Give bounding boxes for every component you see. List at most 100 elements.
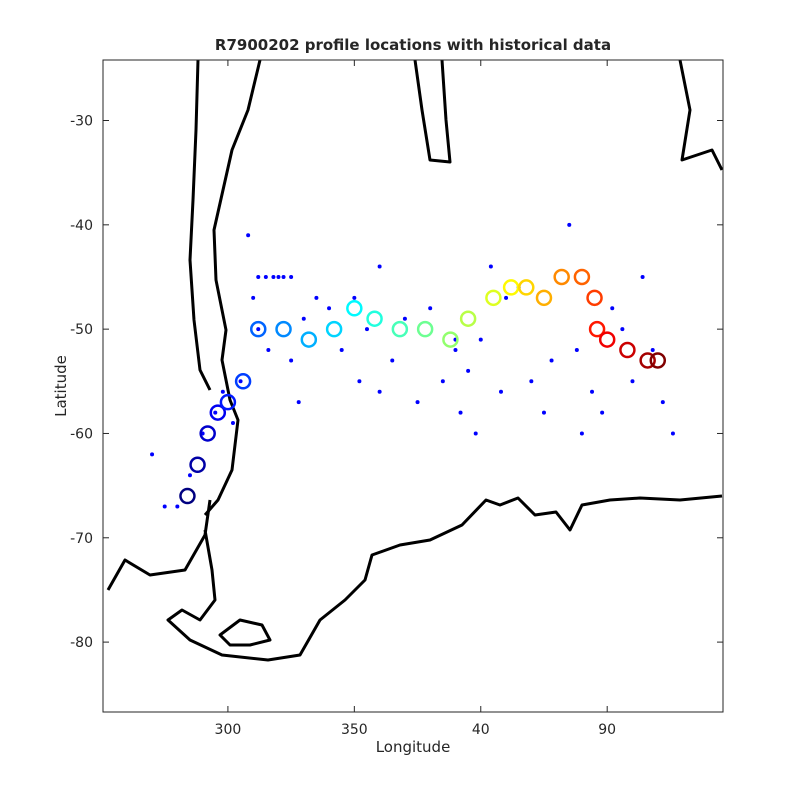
historical-point — [428, 306, 433, 311]
historical-point — [574, 348, 579, 353]
historical-point — [488, 264, 493, 269]
historical-point — [590, 389, 595, 394]
profile-location — [649, 352, 667, 369]
historical-point — [453, 348, 458, 353]
historical-point — [150, 452, 155, 457]
profile-location — [179, 487, 196, 505]
historical-point — [390, 358, 395, 363]
historical-point — [473, 431, 478, 436]
profile-location — [442, 331, 459, 348]
historical-point — [314, 295, 319, 300]
plot-area — [150, 222, 675, 509]
profile-location — [573, 268, 591, 286]
historical-point — [620, 327, 625, 332]
historical-point — [377, 264, 382, 269]
y-axis-label: Latitude — [52, 355, 70, 417]
y-tick-label: -30 — [70, 114, 93, 130]
historical-point — [402, 316, 407, 321]
profile-location — [485, 289, 502, 307]
historical-point — [256, 327, 261, 332]
historical-point — [271, 274, 276, 279]
profile-location — [639, 352, 656, 369]
historical-point — [296, 400, 301, 405]
historical-point — [630, 379, 635, 384]
profile-location — [619, 341, 636, 359]
historical-point — [478, 337, 483, 342]
historical-point — [263, 274, 268, 279]
historical-point — [440, 379, 445, 384]
profile-location — [199, 425, 216, 442]
profile-location — [518, 279, 535, 296]
x-tick-label: 90 — [598, 722, 616, 738]
x-tick-label: 300 — [215, 722, 242, 738]
profile-location — [553, 268, 570, 286]
historical-point — [256, 274, 261, 279]
y-tick-label: -40 — [70, 218, 93, 234]
profile-location — [209, 404, 227, 421]
historical-point — [579, 431, 584, 436]
historical-point — [377, 389, 382, 394]
historical-point — [230, 421, 235, 426]
historical-point — [567, 222, 572, 227]
x-tick-label: 40 — [472, 722, 490, 738]
historical-point — [238, 379, 243, 384]
historical-point — [327, 306, 332, 311]
profile-location — [250, 320, 267, 338]
coastline — [678, 59, 724, 171]
coastline — [106, 494, 723, 662]
chart-title: R7900202 profile locations with historic… — [215, 36, 611, 54]
historical-point — [670, 431, 675, 436]
historical-point — [364, 327, 369, 332]
coastline — [188, 59, 212, 391]
y-tick-label: -80 — [70, 635, 93, 651]
profile-location — [219, 393, 237, 411]
profile-location — [366, 310, 383, 327]
profile-location — [189, 456, 206, 474]
profile-location — [275, 320, 292, 338]
historical-point — [650, 348, 655, 353]
coastline — [413, 59, 452, 164]
historical-point — [246, 233, 251, 238]
historical-point — [458, 410, 463, 415]
historical-point — [213, 410, 218, 415]
historical-point — [187, 473, 192, 478]
profile-location — [586, 289, 603, 307]
historical-point — [162, 504, 167, 509]
profile-location — [416, 320, 434, 338]
historical-point — [220, 389, 225, 394]
historical-point — [610, 306, 615, 311]
coastline — [203, 59, 262, 516]
historical-point — [175, 504, 180, 509]
historical-point — [301, 316, 306, 321]
historical-point — [660, 400, 665, 405]
historical-point — [352, 295, 357, 300]
y-tick-label: -50 — [70, 322, 93, 338]
historical-point — [357, 379, 362, 384]
historical-point — [640, 274, 645, 279]
historical-point — [276, 274, 281, 279]
historical-point — [504, 295, 509, 300]
historical-point — [339, 348, 344, 353]
axes-box — [102, 59, 724, 713]
coastlines — [106, 59, 724, 662]
historical-point — [281, 274, 286, 279]
profile-location — [391, 320, 409, 338]
x-axis-label: Longitude — [376, 738, 451, 756]
historical-point — [541, 410, 546, 415]
historical-point — [529, 379, 534, 384]
historical-point — [415, 400, 420, 405]
historical-point — [289, 274, 294, 279]
coastline — [218, 618, 272, 647]
profile-location — [535, 289, 553, 307]
x-tick-label: 350 — [341, 722, 368, 738]
y-tick-label: -60 — [70, 426, 93, 442]
historical-point — [498, 389, 503, 394]
profile-location — [300, 331, 318, 348]
historical-point — [466, 368, 471, 373]
profile-location — [234, 373, 252, 390]
historical-point — [266, 348, 271, 353]
profile-location — [598, 331, 616, 348]
historical-point — [549, 358, 554, 363]
